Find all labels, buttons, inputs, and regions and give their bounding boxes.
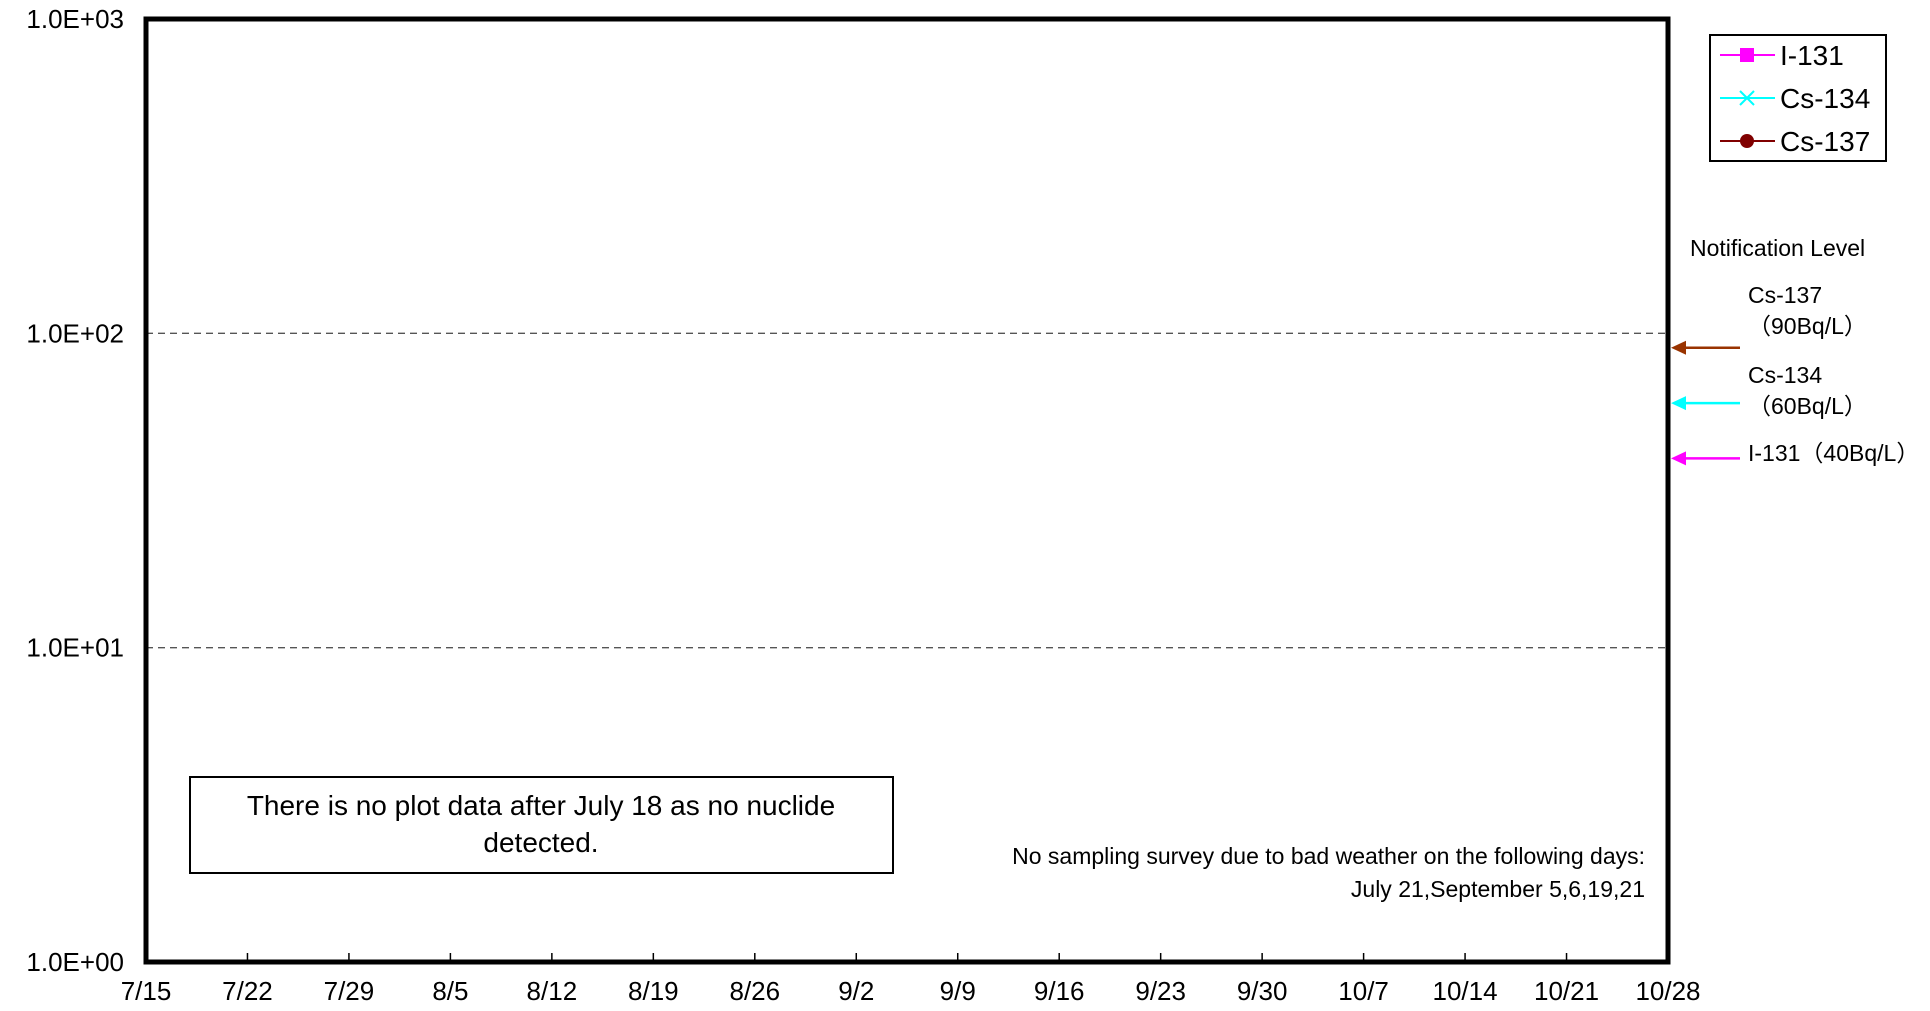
x-tick-label: 7/15 <box>121 976 172 1006</box>
x-tick-label: 10/14 <box>1433 976 1498 1006</box>
no-data-note-box <box>189 776 894 874</box>
plot-area <box>143 16 1671 965</box>
arrow-left-icon <box>1671 340 1686 355</box>
x-tick-label: 10/28 <box>1635 976 1700 1006</box>
x-tick-label: 8/5 <box>432 976 468 1006</box>
x-tick-label: 9/30 <box>1237 976 1288 1006</box>
notif-label-cs134-line2: （60Bq/L） <box>1748 393 1867 419</box>
legend-item-cs134: Cs-134 <box>1720 83 1870 114</box>
x-tick-label: 9/16 <box>1034 976 1085 1006</box>
no-data-note-line2: detected. <box>483 827 598 858</box>
x-tick-label: 8/19 <box>628 976 679 1006</box>
x-marker-icon <box>1739 90 1755 106</box>
notif-label-i131: I-131（40Bq/L） <box>1748 440 1919 466</box>
notif-label-cs134-line1: Cs-134 <box>1748 362 1822 388</box>
x-tick-label: 7/29 <box>324 976 375 1006</box>
legend-item-i131: I-131 <box>1720 40 1844 71</box>
x-tick-label: 8/26 <box>729 976 780 1006</box>
x-tick-label: 10/21 <box>1534 976 1599 1006</box>
notification-level-title: Notification Level <box>1690 235 1865 261</box>
y-tick-label: 1.0E+00 <box>26 947 124 977</box>
x-tick-label: 9/9 <box>940 976 976 1006</box>
no-data-note-line1: There is no plot data after July 18 as n… <box>247 790 835 821</box>
x-tick-label: 8/12 <box>527 976 578 1006</box>
y-tick-label: 1.0E+03 <box>26 4 124 34</box>
legend-item-cs137: Cs-137 <box>1720 126 1870 157</box>
legend-label-cs134: Cs-134 <box>1780 83 1870 114</box>
legend-label-cs137: Cs-137 <box>1780 126 1870 157</box>
x-tick-label: 7/22 <box>222 976 273 1006</box>
notif-label-cs137-line2: （90Bq/L） <box>1748 313 1867 339</box>
weather-note-line2: July 21,September 5,6,19,21 <box>1351 876 1645 902</box>
arrow-left-icon <box>1671 396 1686 411</box>
legend: I-131 Cs-134 Cs-137 <box>1709 34 1887 162</box>
x-tick-label: 10/7 <box>1338 976 1389 1006</box>
arrow-left-icon <box>1671 451 1686 466</box>
weather-note-line1: No sampling survey due to bad weather on… <box>1012 843 1645 869</box>
x-tick-label: 9/23 <box>1135 976 1186 1006</box>
x-tick-label: 9/2 <box>838 976 874 1006</box>
y-tick-label: 1.0E+02 <box>26 318 124 348</box>
y-tick-label: 1.0E+01 <box>26 633 124 663</box>
notif-label-cs137-line1: Cs-137 <box>1748 282 1822 308</box>
square-marker-icon <box>1740 48 1754 62</box>
legend-label-i131: I-131 <box>1780 40 1844 71</box>
circle-marker-icon <box>1740 134 1754 148</box>
